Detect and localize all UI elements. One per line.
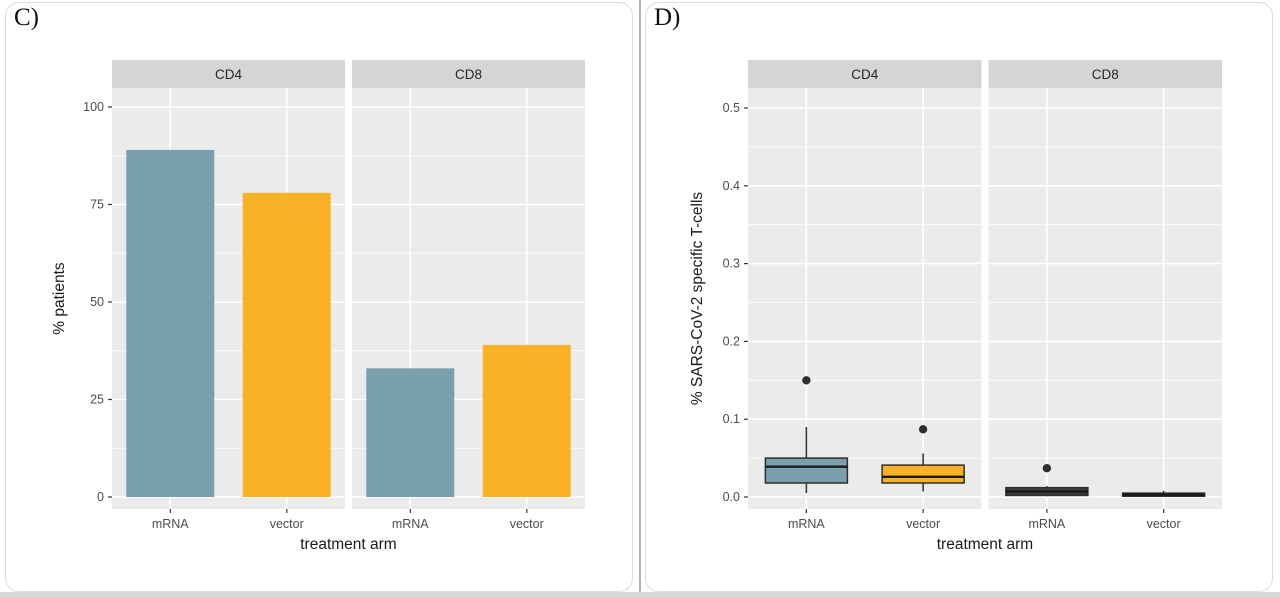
svg-text:vector: vector <box>270 517 304 531</box>
svg-text:CD8: CD8 <box>455 67 482 82</box>
svg-text:vector: vector <box>906 517 940 531</box>
svg-text:0.2: 0.2 <box>723 334 740 348</box>
panel-divider <box>639 0 641 593</box>
figure-panel-d: D) CD4 mRNA vector CD8 mRNA vector 0.0 0.1 0.2 0.… <box>640 0 1280 597</box>
svg-text:0.1: 0.1 <box>723 412 740 426</box>
bar-chart-percent-patients: CD4 mRNA vector CD8 mRNA vector 0 25 50 75 100 trea… <box>51 60 585 553</box>
svg-text:CD8: CD8 <box>1092 67 1119 82</box>
panel-letter-d: D) <box>654 4 681 31</box>
svg-text:75: 75 <box>90 198 104 212</box>
svg-text:% patients: % patients <box>51 262 68 335</box>
svg-text:0.3: 0.3 <box>723 257 740 271</box>
svg-text:0.0: 0.0 <box>723 490 740 504</box>
svg-text:0: 0 <box>97 490 104 504</box>
svg-text:CD4: CD4 <box>851 67 878 82</box>
svg-text:25: 25 <box>90 393 104 407</box>
svg-text:vector: vector <box>510 517 544 531</box>
svg-text:mRNA: mRNA <box>1028 517 1065 531</box>
svg-text:100: 100 <box>83 100 104 114</box>
svg-text:% SARS-CoV-2 specific T-cells: % SARS-CoV-2 specific T-cells <box>689 192 706 406</box>
svg-text:treatment arm: treatment arm <box>300 536 396 553</box>
svg-text:0.4: 0.4 <box>723 179 740 193</box>
panel-letter-c: C) <box>14 4 39 31</box>
svg-text:mRNA: mRNA <box>788 517 825 531</box>
svg-text:mRNA: mRNA <box>152 517 189 531</box>
svg-text:CD4: CD4 <box>215 67 242 82</box>
boxplot-sars-cov2-tcells: CD4 mRNA vector CD8 mRNA vector 0.0 0.1 0.2 0.3 0.… <box>689 60 1222 553</box>
svg-text:treatment arm: treatment arm <box>937 536 1033 553</box>
svg-text:mRNA: mRNA <box>392 517 429 531</box>
svg-text:50: 50 <box>90 295 104 309</box>
figure-panel-c: C) CD4 mRNA vector CD8 mRNA vector 0 25 50 75 100 t… <box>5 2 633 592</box>
bottom-strip <box>0 592 1280 597</box>
svg-text:vector: vector <box>1147 517 1181 531</box>
svg-text:0.5: 0.5 <box>723 101 740 115</box>
